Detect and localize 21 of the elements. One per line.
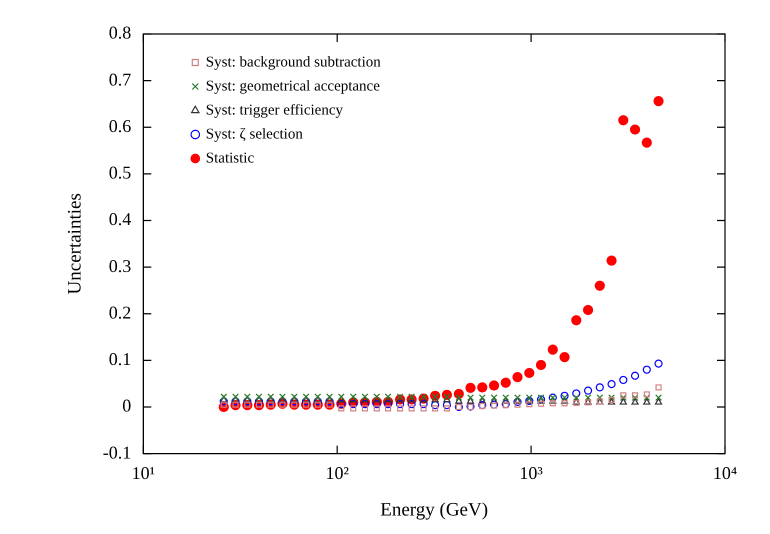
legend-label: Statistic [206,150,254,166]
y-tick-label: -0.1 [102,442,132,462]
y-tick-label: 0.1 [108,349,132,370]
y-tick-label: 0.7 [108,69,132,90]
legend-label: Syst: trigger efficiency [206,102,344,118]
y-tick-label: 0.8 [108,22,132,43]
y-tick-label: 0.4 [108,209,132,230]
x-axis-title: Energy (GeV) [380,500,488,521]
y-tick-label: 0.6 [108,116,132,136]
x-tick-label: 10⁴ [712,463,738,484]
y-tick-label: 0 [122,396,132,416]
y-axis-title: Uncertainties [64,193,86,294]
legend-label: Syst: background subtraction [206,54,382,70]
y-tick-label: 0.2 [108,302,132,322]
y-tick-label: 0.5 [108,162,132,183]
legend-label: Syst: geometrical acceptance [206,78,380,94]
x-tick-label: 10² [325,463,349,484]
y-tick-label: 0.3 [108,256,132,276]
x-tick-label: 10³ [519,463,544,484]
legend-label: Syst: ζ selection [206,126,304,142]
x-tick-label: 10¹ [132,463,155,484]
